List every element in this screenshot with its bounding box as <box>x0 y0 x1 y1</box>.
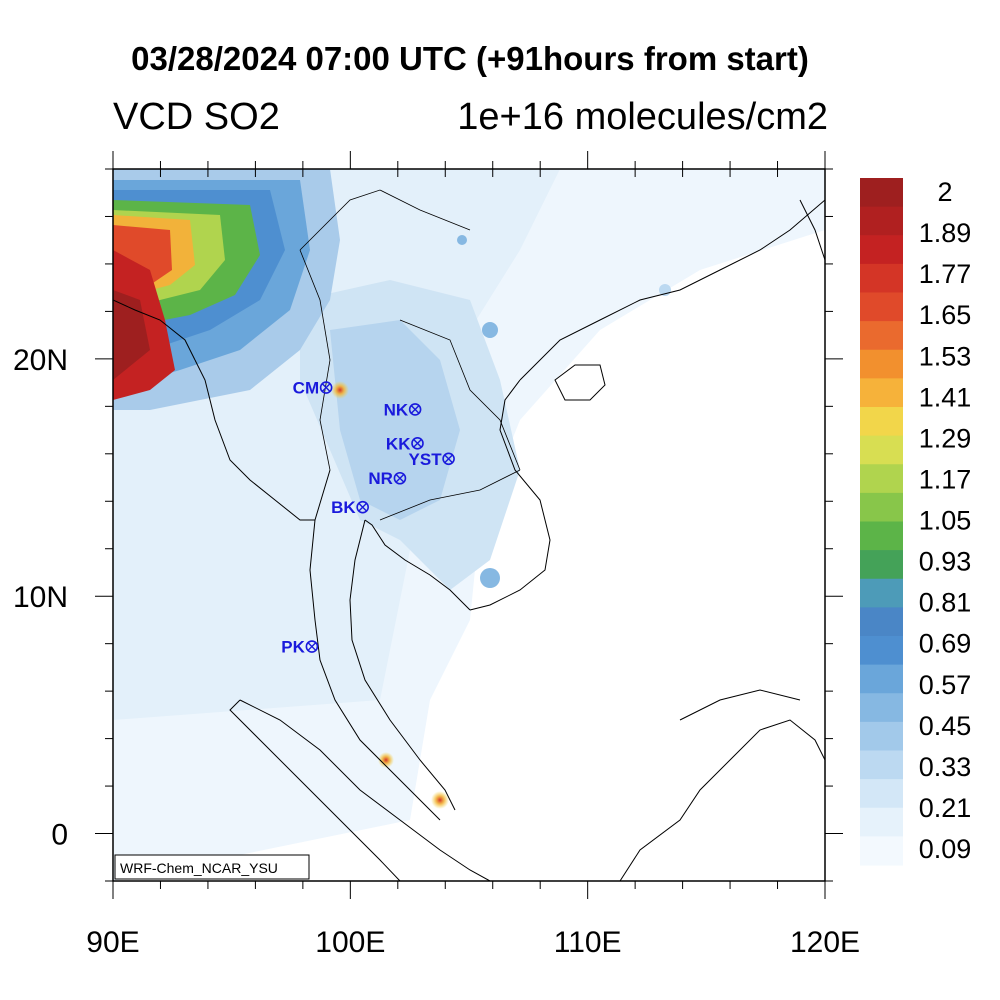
colorbar-segment <box>860 578 903 608</box>
colorbar-segment <box>860 206 903 236</box>
map-frame <box>112 168 826 882</box>
colorbar-segment <box>860 750 903 780</box>
colorbar-segment <box>860 263 903 294</box>
colorbar-label: 1.77 <box>919 259 972 289</box>
colorbar-label: 0.09 <box>919 834 972 864</box>
station-marker-icon <box>411 437 424 450</box>
colorbar-label: 0.81 <box>919 588 972 618</box>
map-title: 03/28/2024 07:00 UTC (+91hours from star… <box>131 40 809 77</box>
station-marker-cross <box>413 439 422 448</box>
colorbar-segment <box>860 721 903 752</box>
colorbar-label: 1.17 <box>919 464 972 494</box>
station-label: PK <box>281 638 305 657</box>
station-yst: YST <box>409 450 455 469</box>
colorbar-segment <box>860 664 903 694</box>
station-label: NR <box>368 469 393 488</box>
station-label: BK <box>331 498 356 517</box>
colorbar-label: 0.33 <box>919 752 972 782</box>
station-label: YST <box>409 450 443 469</box>
colorbar-segment <box>860 292 903 322</box>
station-marker-icon <box>305 640 319 653</box>
station-pk: PK <box>281 638 319 657</box>
coastlines <box>113 189 825 881</box>
colorbar-segment <box>860 378 903 408</box>
station-marker-icon <box>319 381 333 394</box>
station-marker-cross <box>321 383 331 392</box>
colorbar-segment <box>860 492 903 523</box>
so2-field <box>113 169 825 881</box>
station-marker-icon <box>356 500 369 514</box>
colorbar-segment <box>860 321 903 351</box>
colorbar-segment <box>860 636 903 666</box>
colorbar-label: 1.53 <box>919 341 972 371</box>
x-tick-label: 100E <box>315 926 385 959</box>
colorbar-label: 1.89 <box>919 218 972 248</box>
colorbar-segment <box>860 464 903 494</box>
variable-name: VCD SO2 <box>113 96 280 138</box>
colorbar-segment <box>860 779 903 809</box>
colorbar-label: 1.05 <box>919 506 972 536</box>
station-marker-cross <box>444 454 453 464</box>
station-cm: CM <box>293 379 333 398</box>
colorbar-segment <box>860 407 903 437</box>
colorbar <box>860 178 903 866</box>
colorbar-label: 0.57 <box>919 670 972 700</box>
station-label: CM <box>293 379 319 398</box>
station-bk: BK <box>331 498 369 517</box>
colorbar-segment <box>860 836 903 866</box>
y-tick-label: 0 <box>51 819 68 852</box>
station-nk: NK <box>384 400 422 419</box>
axis-tick-labels: 90E 100E 110E 120E 20N 10N 0 <box>13 344 860 959</box>
station-label: KK <box>386 434 411 453</box>
colorbar-label: 1.41 <box>919 382 972 412</box>
station-marker-icon <box>442 452 455 466</box>
station-nr: NR <box>368 469 407 488</box>
colorbar-label: 0.45 <box>919 711 972 741</box>
colorbar-segment <box>860 435 903 465</box>
x-tick-label: 90E <box>86 926 139 959</box>
colorbar-label: 1.29 <box>919 423 972 453</box>
x-tick-label: 120E <box>790 926 860 959</box>
credit-box <box>114 854 310 880</box>
station-marker-cross <box>358 502 367 512</box>
station-marker-icon <box>393 471 407 485</box>
station-marker-cross <box>307 642 317 651</box>
colorbar-segment <box>860 693 903 723</box>
axis-ticks <box>95 151 843 899</box>
colorbar-label: 0.69 <box>919 629 972 659</box>
colorbar-label: 0.93 <box>919 547 972 577</box>
colorbar-segment <box>860 178 903 208</box>
colorbar-label: 1.65 <box>919 300 972 330</box>
colorbar-segment <box>860 349 903 379</box>
y-tick-label: 10N <box>13 581 68 614</box>
units-label: 1e+16 molecules/cm2 <box>457 96 828 138</box>
y-tick-label: 20N <box>13 344 68 377</box>
colorbar-segment <box>860 550 903 580</box>
colorbar-segment <box>860 521 903 551</box>
station-marker-cross <box>410 405 420 414</box>
colorbar-labels: 2 1.89 1.77 1.65 1.53 1.41 1.29 1.17 1.05 0.93 0.8… <box>919 177 972 864</box>
x-tick-label: 110E <box>554 926 622 959</box>
colorbar-label: 2 <box>937 177 952 207</box>
colorbar-segment <box>860 235 903 265</box>
station-kk: KK <box>386 434 424 453</box>
station-marker-icon <box>408 403 422 416</box>
model-credit: WRF-Chem_NCAR_YSU <box>120 860 278 876</box>
station-label: NK <box>384 400 409 419</box>
colorbar-segment <box>860 807 903 837</box>
colorbar-segment <box>860 607 903 637</box>
colorbar-label: 0.21 <box>919 793 972 823</box>
station-marker-cross <box>395 473 405 483</box>
